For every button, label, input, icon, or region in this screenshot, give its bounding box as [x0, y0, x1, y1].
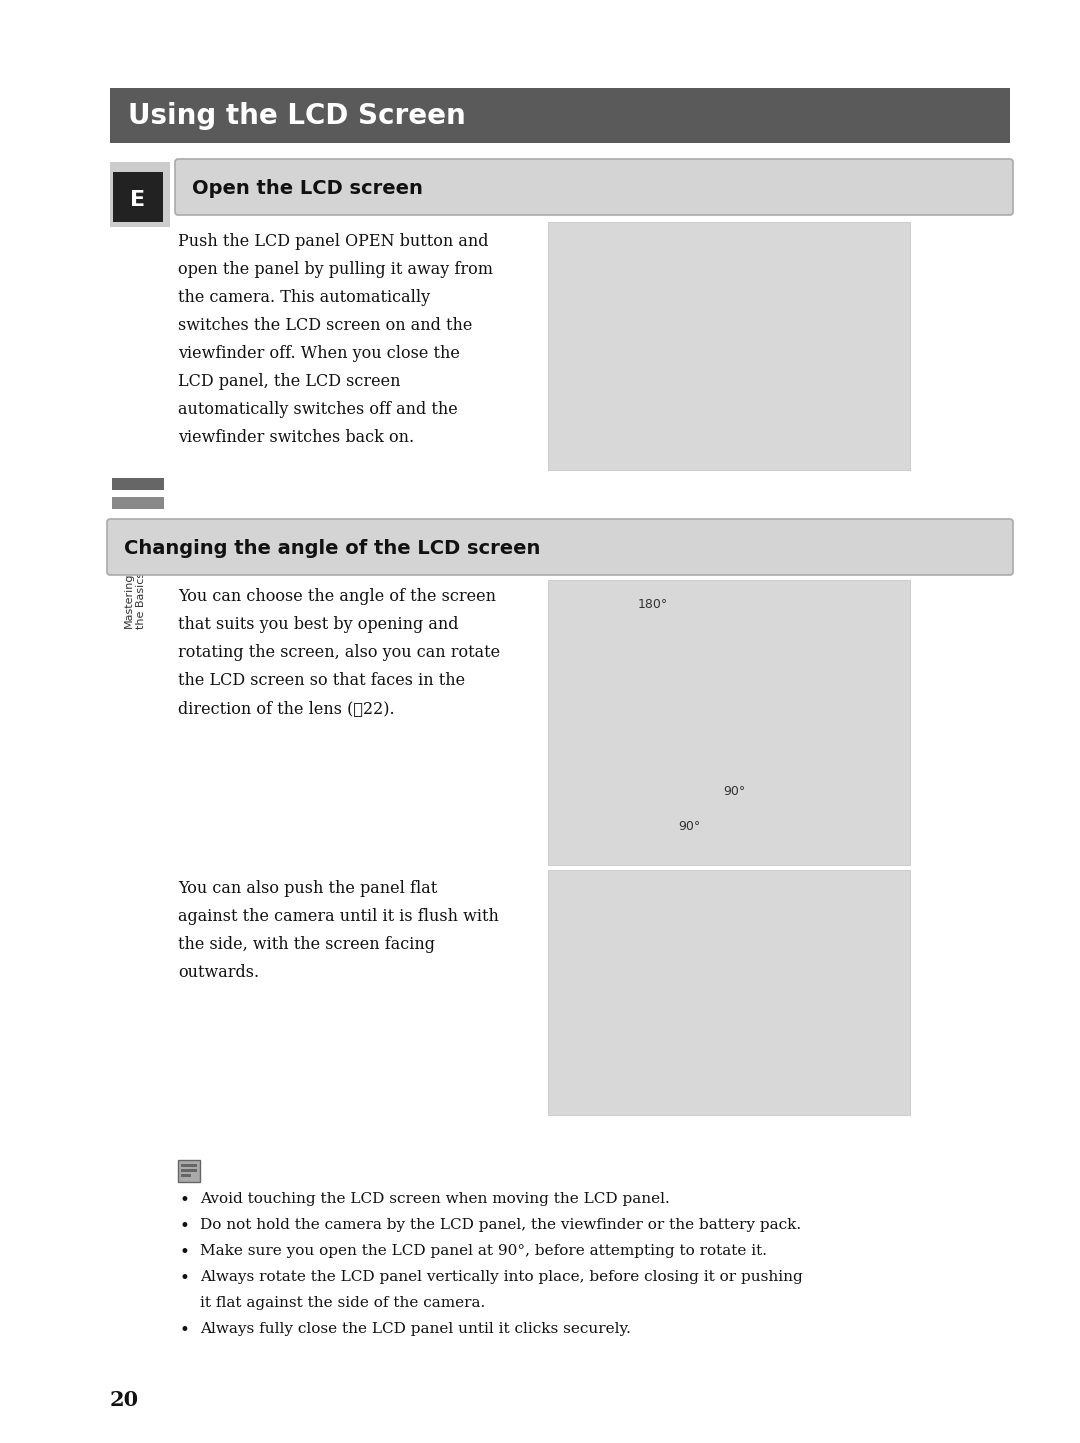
Bar	[113, 172, 163, 222]
Text: switches the LCD screen on and the: switches the LCD screen on and the	[178, 317, 472, 333]
Text: LCD panel, the LCD screen: LCD panel, the LCD screen	[178, 372, 401, 390]
Bar	[181, 1175, 191, 1177]
Text: against the camera until it is flush with: against the camera until it is flush wit…	[178, 908, 499, 925]
Text: •: •	[180, 1322, 190, 1339]
Text: the camera. This automatically: the camera. This automatically	[178, 289, 430, 306]
Bar	[548, 870, 910, 1115]
Bar	[110, 162, 170, 227]
Text: 180°: 180°	[638, 597, 669, 610]
Text: You can also push the panel flat: You can also push the panel flat	[178, 880, 437, 898]
Text: Make sure you open the LCD panel at 90°, before attempting to rotate it.: Make sure you open the LCD panel at 90°,…	[200, 1244, 767, 1258]
Text: •: •	[180, 1218, 190, 1235]
Bar	[548, 222, 910, 470]
Text: E: E	[131, 190, 146, 211]
Text: •: •	[180, 1192, 190, 1209]
Text: outwards.: outwards.	[178, 964, 259, 981]
Bar	[110, 88, 1010, 143]
Bar	[548, 580, 910, 864]
Text: You can choose the angle of the screen: You can choose the angle of the screen	[178, 587, 496, 605]
Text: Mastering
the Basics: Mastering the Basics	[124, 571, 146, 629]
Text: Do not hold the camera by the LCD panel, the viewfinder or the battery pack.: Do not hold the camera by the LCD panel,…	[200, 1218, 801, 1232]
Bar	[112, 496, 164, 509]
Bar	[178, 1160, 200, 1182]
Text: rotating the screen, also you can rotate: rotating the screen, also you can rotate	[178, 644, 500, 661]
Text: Using the LCD Screen: Using the LCD Screen	[129, 102, 465, 130]
Text: Avoid touching the LCD screen when moving the LCD panel.: Avoid touching the LCD screen when movin…	[200, 1192, 670, 1206]
Text: 20: 20	[110, 1390, 139, 1410]
Text: open the panel by pulling it away from: open the panel by pulling it away from	[178, 261, 492, 278]
Text: viewfinder off. When you close the: viewfinder off. When you close the	[178, 345, 460, 362]
Text: 90°: 90°	[723, 785, 745, 798]
Text: it flat against the side of the camera.: it flat against the side of the camera.	[200, 1296, 485, 1310]
Bar	[112, 478, 164, 491]
Text: 90°: 90°	[678, 820, 700, 833]
Text: that suits you best by opening and: that suits you best by opening and	[178, 616, 459, 633]
Text: •: •	[180, 1244, 190, 1261]
Text: Push the LCD panel OPEN button and: Push the LCD panel OPEN button and	[178, 232, 488, 250]
Text: •: •	[180, 1270, 190, 1287]
FancyBboxPatch shape	[175, 159, 1013, 215]
Text: the side, with the screen facing: the side, with the screen facing	[178, 937, 435, 952]
Text: viewfinder switches back on.: viewfinder switches back on.	[178, 429, 414, 446]
Text: Always rotate the LCD panel vertically into place, before closing it or pushing: Always rotate the LCD panel vertically i…	[200, 1270, 802, 1284]
Text: direction of the lens (ᄑ22).: direction of the lens (ᄑ22).	[178, 700, 394, 717]
FancyBboxPatch shape	[107, 519, 1013, 574]
Text: the LCD screen so that faces in the: the LCD screen so that faces in the	[178, 672, 465, 688]
Bar	[181, 1169, 197, 1172]
Text: ⚠: ⚠	[178, 1160, 194, 1177]
Text: Changing the angle of the LCD screen: Changing the angle of the LCD screen	[124, 540, 540, 558]
Text: automatically switches off and the: automatically switches off and the	[178, 401, 458, 418]
Bar	[181, 1165, 197, 1167]
Text: Always fully close the LCD panel until it clicks securely.: Always fully close the LCD panel until i…	[200, 1322, 631, 1336]
Text: Open the LCD screen: Open the LCD screen	[192, 179, 423, 198]
